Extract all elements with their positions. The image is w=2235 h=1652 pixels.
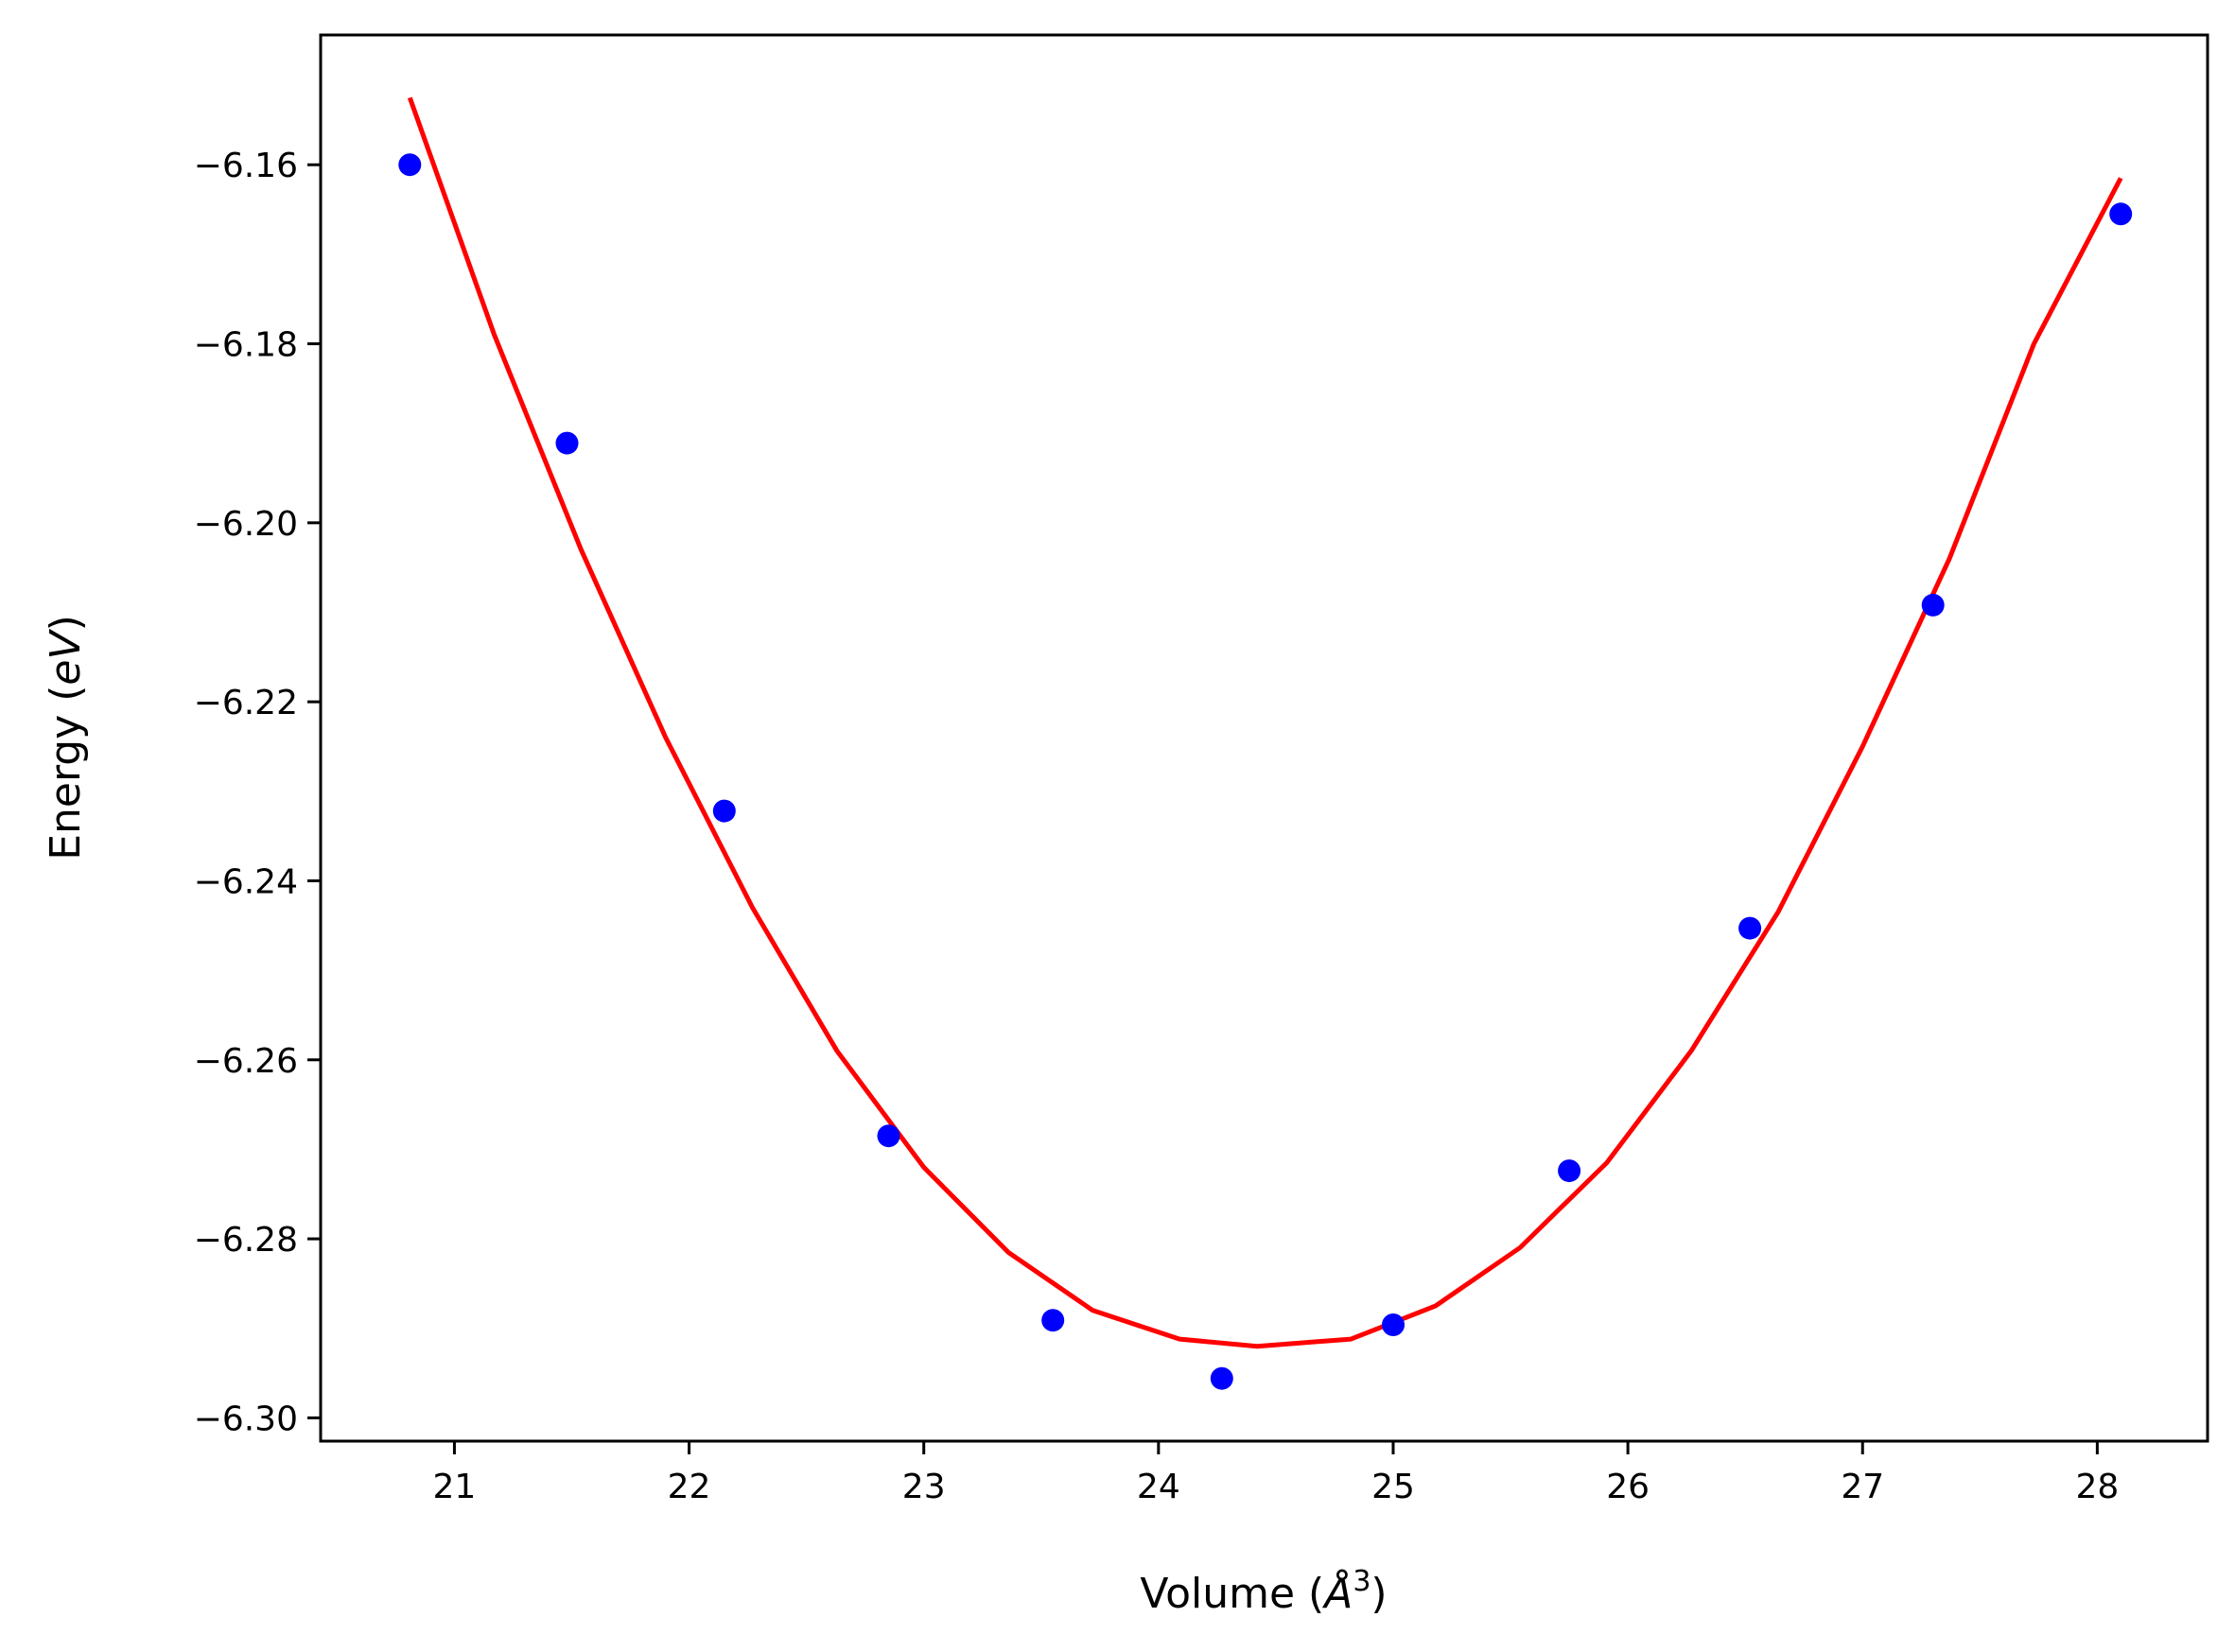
x-tick-label: 25 bbox=[1371, 1468, 1415, 1506]
data-point bbox=[712, 799, 736, 823]
data-point bbox=[1738, 916, 1762, 940]
y-axis-label-text: Energy ( bbox=[42, 686, 90, 861]
y-tick-label: −6.22 bbox=[194, 684, 298, 722]
data-point bbox=[1558, 1159, 1581, 1183]
y-tick-label: −6.28 bbox=[194, 1221, 298, 1260]
x-axis-label-text: Volume ( bbox=[1140, 1570, 1324, 1618]
y-tick-label: −6.20 bbox=[194, 505, 298, 544]
x-tick-label: 22 bbox=[668, 1468, 711, 1506]
data-point bbox=[1210, 1366, 1233, 1390]
y-tick-label: −6.18 bbox=[194, 326, 298, 365]
x-tick-label: 26 bbox=[1606, 1468, 1650, 1506]
y-axis-label-close: ) bbox=[42, 615, 90, 631]
x-tick-label: 21 bbox=[433, 1468, 477, 1506]
y-axis: −6.16 −6.18 −6.20 −6.22 −6.24 −6.26 −6.28 −6.30 bbox=[194, 147, 321, 1438]
data-point bbox=[1921, 593, 1945, 617]
y-tick-label: −6.26 bbox=[194, 1042, 298, 1081]
data-point bbox=[398, 153, 422, 177]
x-axis-label-exponent: 3 bbox=[1353, 1565, 1371, 1598]
data-point bbox=[2109, 202, 2133, 226]
y-tick-label: −6.30 bbox=[194, 1400, 298, 1438]
x-axis-label: Volume (Å3) bbox=[1140, 1565, 1387, 1618]
x-tick-label: 24 bbox=[1137, 1468, 1180, 1506]
plot-frame bbox=[319, 33, 2209, 1443]
data-point bbox=[555, 431, 579, 455]
x-axis-label-close: ) bbox=[1371, 1570, 1387, 1618]
fit-curve-line bbox=[407, 96, 2123, 1349]
x-axis-label-unit: Å bbox=[1321, 1568, 1353, 1618]
x-tick-label: 23 bbox=[902, 1468, 946, 1506]
y-tick-label: −6.16 bbox=[194, 147, 298, 185]
data-point bbox=[877, 1124, 900, 1148]
data-point bbox=[1041, 1309, 1065, 1332]
x-tick-label: 28 bbox=[2075, 1468, 2119, 1506]
y-axis-label-unit: eV bbox=[42, 629, 90, 686]
data-point bbox=[1382, 1313, 1405, 1336]
x-tick-label: 27 bbox=[1841, 1468, 1884, 1506]
plot-area bbox=[398, 96, 2133, 1390]
y-tick-label: −6.24 bbox=[194, 862, 298, 901]
x-axis: 21 22 23 24 25 26 27 28 bbox=[433, 1441, 2119, 1506]
y-axis-label: Energy (eV) bbox=[42, 615, 90, 861]
